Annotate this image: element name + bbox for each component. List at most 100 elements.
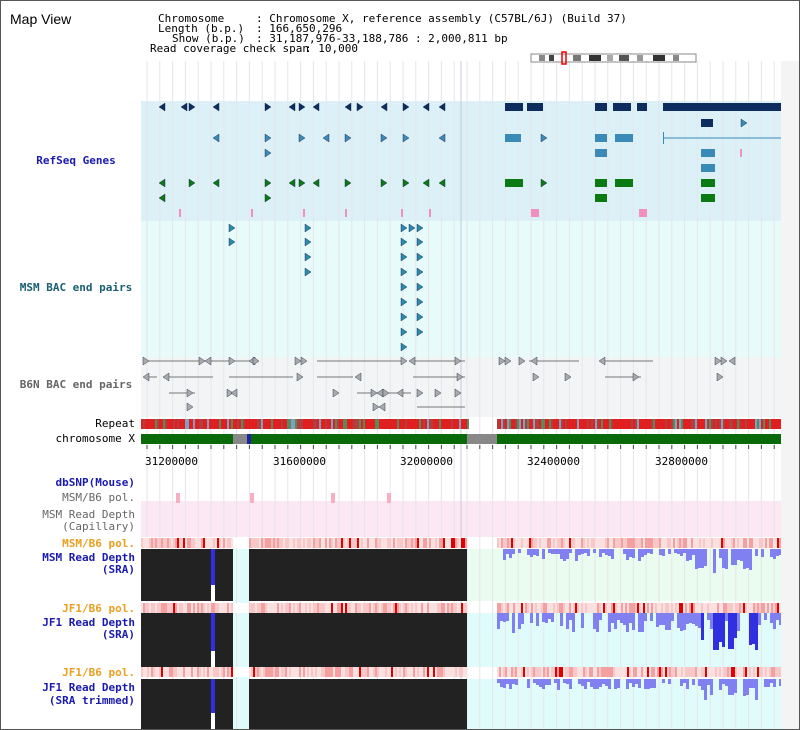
depth-bar-jf1 — [713, 613, 716, 650]
jf1-pol2-cell — [753, 667, 755, 677]
repeat-segment — [517, 419, 519, 429]
jf1-pol-cell — [613, 603, 615, 613]
jf1-pol-cell — [273, 603, 275, 613]
msm-pol-cell — [421, 538, 423, 548]
repeat-segment — [161, 419, 163, 429]
jf1-pol2-cell — [437, 667, 439, 677]
repeat-segment — [449, 419, 451, 429]
bac-end-arrow — [400, 312, 408, 322]
depth-bar-jf1-trim — [764, 679, 767, 687]
msm-pol-cell — [279, 538, 281, 548]
repeat-segment — [159, 419, 161, 429]
jf1-pol-cell — [729, 603, 731, 613]
msm-pol-cell — [747, 538, 749, 548]
msm-pol-cell — [447, 538, 449, 548]
repeat-segment — [757, 419, 759, 429]
track-label-jf1-depth-trim[interactable]: JF1 Read Depth — [42, 681, 135, 694]
track-label-jf1-pol-1[interactable]: JF1/B6 pol. — [62, 602, 135, 615]
jf1-pol2-cell — [509, 667, 511, 677]
bac-end-arrow — [304, 267, 312, 277]
msm-pol-cell — [551, 538, 553, 548]
track-label-repeat[interactable]: Repeat — [95, 417, 135, 430]
jf1-pol-cell — [723, 603, 725, 613]
track-label-msm-pol-1[interactable]: MSM/B6 pol. — [62, 491, 135, 504]
bac-end-arrow — [504, 356, 512, 366]
repeat-segment — [193, 419, 195, 429]
msm-pol-cell — [627, 538, 629, 548]
jf1-pol2-cell — [257, 667, 259, 677]
msm-pol-cell — [423, 538, 425, 548]
repeat-segment — [421, 419, 423, 429]
track-label-jf1-depth-sra[interactable]: JF1 Read Depth — [42, 616, 135, 629]
repeat-segment — [325, 419, 327, 429]
bac-end-arrow — [416, 267, 424, 277]
bac-end-arrow — [416, 388, 424, 398]
jf1-pol2-cell — [627, 667, 629, 677]
jf1-pol2-cell — [775, 667, 777, 677]
jf1-pol-cell — [395, 603, 397, 613]
depth-bar-jf1-trim — [647, 679, 650, 689]
track-label-chromosome[interactable]: chromosome X — [55, 432, 135, 445]
repeat-segment — [543, 419, 545, 429]
track-label-refseq[interactable]: RefSeq Genes — [36, 154, 116, 167]
msm-pol-cell — [381, 538, 383, 548]
repeat-segment — [709, 419, 711, 429]
chromosome-gap — [467, 434, 497, 444]
jf1-pol-cell — [381, 603, 383, 613]
jf1-pol-cell — [431, 603, 433, 613]
jf1-pol-cell — [325, 603, 327, 613]
msm-pol-cell — [645, 538, 647, 548]
jf1-pol-cell — [193, 603, 195, 613]
jf1-pol2-cell — [157, 667, 159, 677]
read-depth-block — [249, 549, 467, 601]
track-label-msm-depth-cap[interactable]: MSM Read Depth — [42, 508, 135, 521]
repeat-segment — [241, 419, 243, 429]
track-label-jf1-pol-2[interactable]: JF1/B6 pol. — [62, 666, 135, 679]
bac-end-arrow — [408, 223, 416, 233]
jf1-pol-cell — [291, 603, 293, 613]
repeat-segment — [367, 419, 369, 429]
jf1-pol-cell — [777, 603, 779, 613]
ideogram-band — [619, 55, 629, 61]
jf1-pol-cell — [655, 603, 657, 613]
jf1-pol2-cell — [285, 667, 287, 677]
track-label-msm-pol-2[interactable]: MSM/B6 pol. — [62, 537, 135, 550]
msm-pol-cell — [743, 538, 745, 548]
jf1-pol-cell — [195, 603, 197, 613]
repeat-segment — [657, 419, 659, 429]
msm-pol-cell — [775, 538, 777, 548]
depth-bar-jf1 — [593, 613, 596, 629]
gene-arrow — [158, 102, 166, 112]
track-label-msm-depth-sra[interactable]: MSM Read Depth — [42, 551, 135, 564]
repeat-segment — [423, 419, 425, 429]
repeat-segment — [713, 419, 715, 429]
msm-pol-cell — [509, 538, 511, 548]
track-label-b6n-bac[interactable]: B6N BAC end pairs — [19, 378, 133, 391]
jf1-pol2-cell — [439, 667, 441, 677]
repeat-segment — [415, 419, 417, 429]
bac-end-arrow — [598, 356, 606, 366]
jf1-pol2-cell — [655, 667, 657, 677]
jf1-pol-cell — [185, 603, 187, 613]
msm-pol-cell — [333, 538, 335, 548]
snp-marker — [429, 209, 431, 217]
bac-end-arrow — [400, 282, 408, 292]
track-label-dbsnp[interactable]: dbSNP(Mouse) — [55, 476, 135, 489]
jf1-pol2-cell — [363, 667, 365, 677]
repeat-segment — [503, 419, 505, 429]
jf1-pol2-cell — [705, 667, 707, 677]
repeat-segment — [613, 419, 615, 429]
track-label-msm-bac[interactable]: MSM BAC end pairs — [19, 281, 133, 294]
jf1-pol-cell — [525, 603, 527, 613]
jf1-pol-cell — [539, 603, 541, 613]
repeat-segment — [255, 419, 257, 429]
jf1-pol2-cell — [299, 667, 301, 677]
jf1-pol-cell — [511, 603, 513, 613]
msm-pol-cell — [319, 538, 321, 548]
repeat-segment — [683, 419, 685, 429]
msm-pol-cell — [505, 538, 507, 548]
repeat-segment — [553, 419, 555, 429]
repeat-segment — [269, 419, 271, 429]
repeat-segment — [351, 419, 353, 429]
depth-bar-jf1 — [542, 613, 545, 622]
